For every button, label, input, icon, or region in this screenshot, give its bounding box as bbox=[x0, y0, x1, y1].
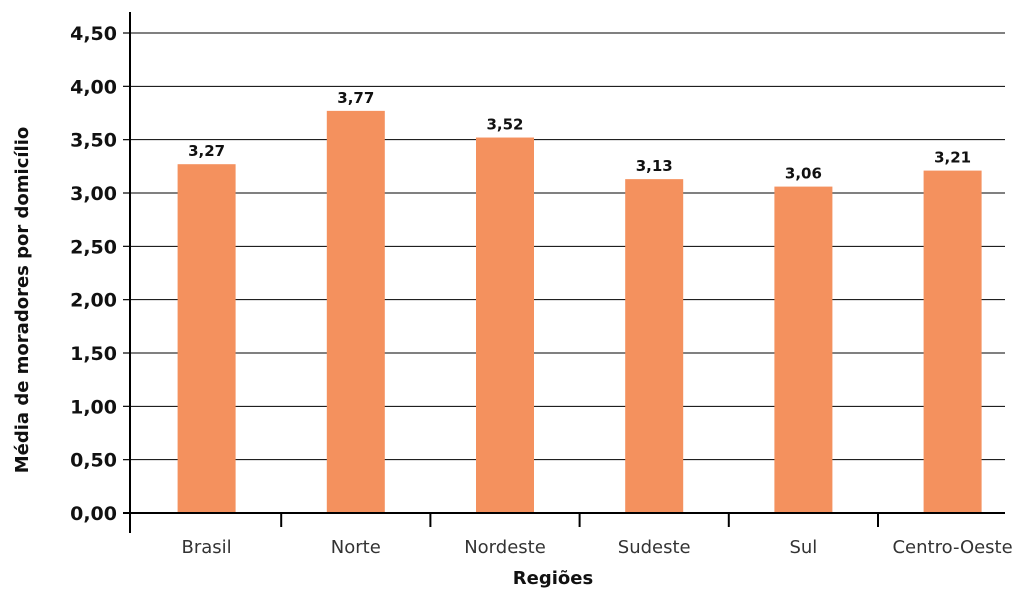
y-tick-label: 3,00 bbox=[70, 183, 117, 205]
y-tick-label: 0,50 bbox=[70, 450, 117, 472]
bar-centro-oeste bbox=[923, 170, 982, 513]
bar-sul bbox=[774, 186, 833, 513]
bar-brasil bbox=[177, 164, 236, 513]
y-tick-label: 0,00 bbox=[70, 503, 117, 525]
data-label: 3,27 bbox=[188, 142, 225, 160]
x-tick-label: Nordeste bbox=[464, 537, 546, 558]
labels: 0,00 0,50 1,00 1,50 2,00 2,50 3,00 3,50 4,00 4,50… bbox=[70, 23, 1013, 558]
y-tick-label: 1,00 bbox=[70, 396, 117, 418]
y-tick-label: 4,00 bbox=[70, 76, 117, 98]
y-tick-label: 3,50 bbox=[70, 130, 117, 152]
data-label: 3,21 bbox=[934, 149, 971, 167]
x-axis-title: Regiões bbox=[513, 568, 593, 589]
data-label: 3,13 bbox=[636, 157, 673, 175]
y-tick-label: 1,50 bbox=[70, 343, 117, 365]
data-label: 3,52 bbox=[486, 116, 523, 134]
x-tick-label: Sudeste bbox=[618, 537, 691, 558]
bar-nordeste bbox=[476, 137, 534, 514]
y-axis-title: Média de moradores por domicílio bbox=[12, 127, 33, 474]
data-label: 3,77 bbox=[337, 89, 374, 107]
x-tick-label: Brasil bbox=[182, 537, 232, 558]
axes bbox=[123, 12, 1005, 533]
x-tick-label: Centro-Oeste bbox=[892, 537, 1012, 558]
y-tick-label: 4,50 bbox=[70, 23, 117, 45]
x-tick-label: Norte bbox=[331, 537, 381, 558]
gridlines bbox=[130, 32, 1005, 461]
y-tick-label: 2,50 bbox=[70, 236, 117, 258]
bars bbox=[177, 110, 982, 514]
bar-sudeste bbox=[625, 179, 684, 513]
x-tick-label: Sul bbox=[789, 537, 817, 558]
y-tick-label: 2,00 bbox=[70, 290, 117, 312]
data-label: 3,06 bbox=[785, 165, 822, 183]
bar-norte bbox=[326, 110, 385, 513]
